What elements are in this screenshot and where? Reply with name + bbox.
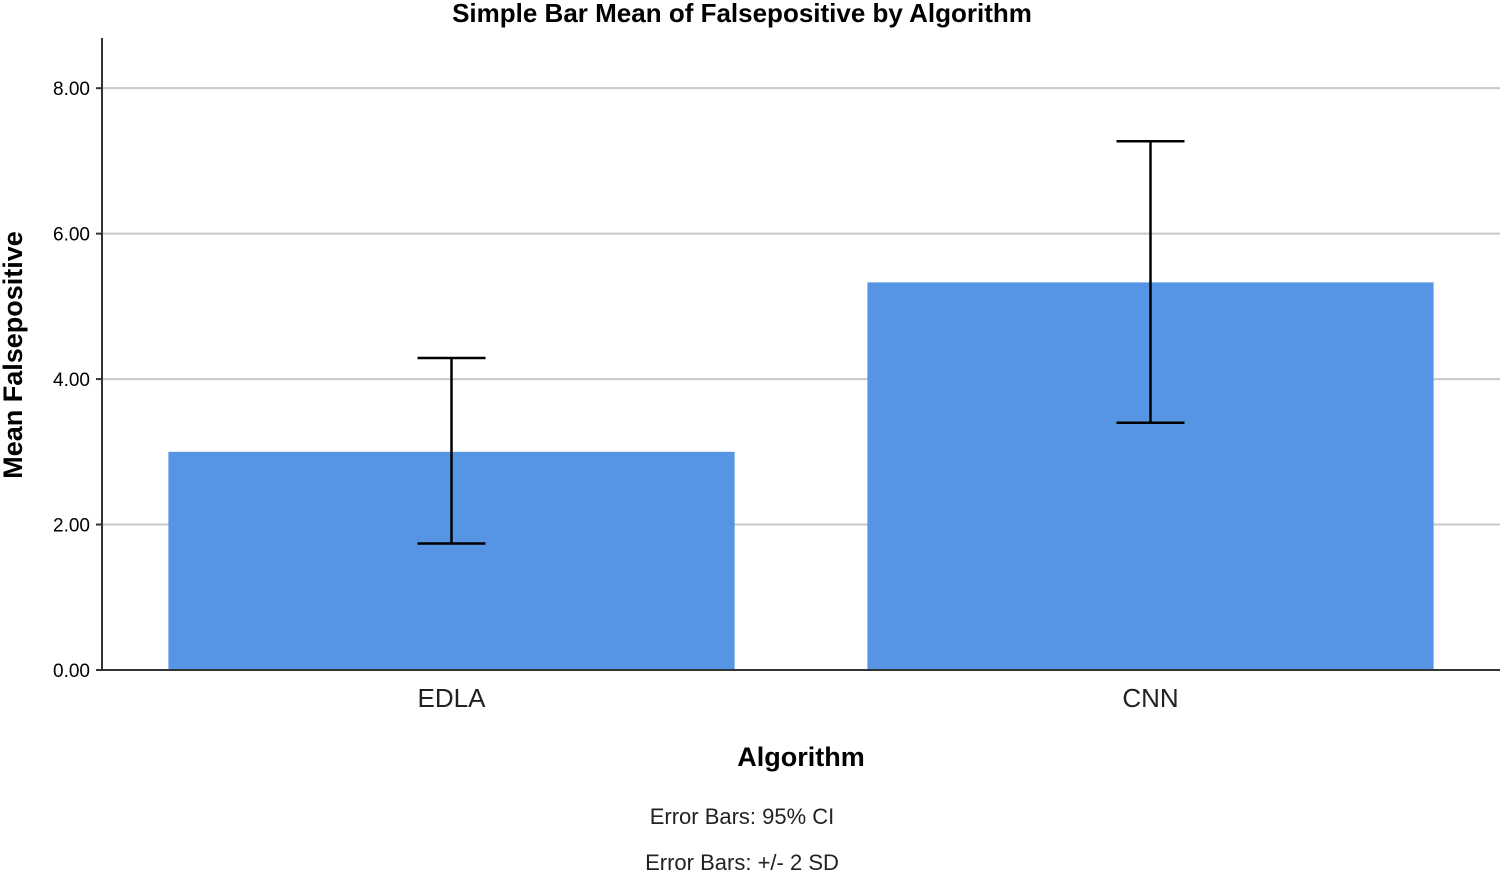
error-bar-note-sd: Error Bars: +/- 2 SD — [645, 850, 839, 875]
bars — [168, 282, 1434, 670]
y-tick-label: 4.00 — [53, 370, 90, 391]
y-tick-labels: 0.00 2.00 4.00 6.00 8.00 — [53, 79, 90, 682]
x-category-labels: EDLA CNN — [418, 683, 1179, 713]
y-tick-label: 8.00 — [53, 79, 90, 100]
x-category-label: EDLA — [418, 683, 487, 713]
chart-title: Simple Bar Mean of Falsepositive by Algo… — [452, 0, 1032, 28]
x-axis-title: Algorithm — [737, 742, 865, 772]
error-bars — [417, 140, 1185, 545]
y-axis-title: Mean Falsepositive — [0, 231, 28, 479]
x-category-label: CNN — [1122, 683, 1178, 713]
y-tick-label: 2.00 — [53, 516, 90, 537]
y-tick-label: 6.00 — [53, 225, 90, 246]
y-tick-label: 0.00 — [53, 661, 90, 682]
error-bar-note-ci: Error Bars: 95% CI — [650, 804, 835, 829]
axes — [96, 38, 1500, 671]
